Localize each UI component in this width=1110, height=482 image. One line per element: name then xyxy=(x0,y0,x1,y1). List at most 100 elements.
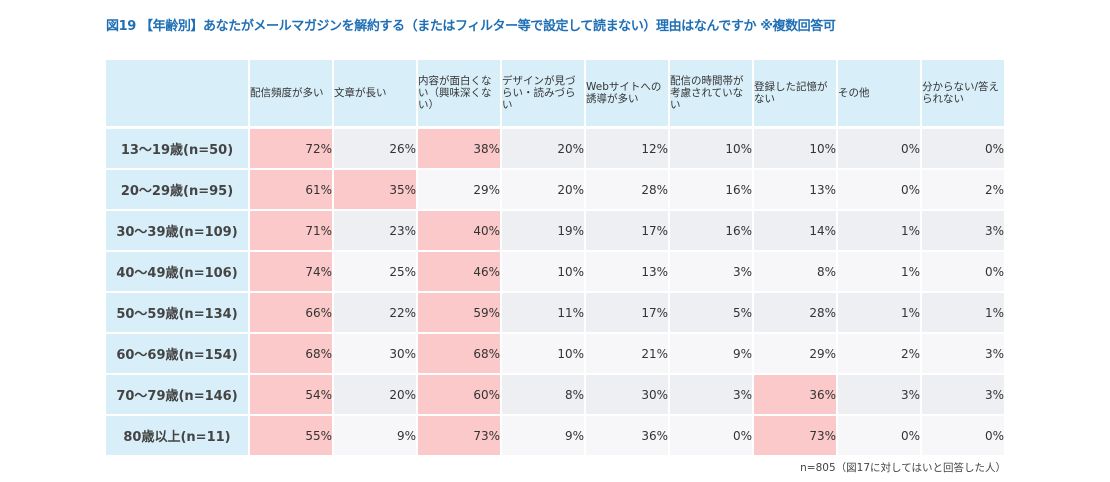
value-cell: 2% xyxy=(837,333,922,375)
value-cell: 13% xyxy=(753,169,838,211)
row-label: 80歳以上(n=11) xyxy=(106,415,250,457)
row-label: 50～59歳(n=134) xyxy=(106,292,250,334)
value-cell: 3% xyxy=(921,333,1006,375)
value-cell: 72% xyxy=(249,127,334,170)
value-cell: 36% xyxy=(585,415,670,457)
value-cell: 3% xyxy=(921,374,1006,416)
value-cell: 68% xyxy=(417,333,502,375)
value-cell: 0% xyxy=(921,127,1006,170)
sample-note: n=805（図17に対してはいと回答した人） xyxy=(800,462,1006,474)
value-cell: 55% xyxy=(249,415,334,457)
value-cell: 0% xyxy=(669,415,754,457)
column-header: Webサイトへの誘導が多い xyxy=(585,60,670,129)
row-label: 40～49歳(n=106) xyxy=(106,251,250,293)
value-cell: 66% xyxy=(249,292,334,334)
table-body: 13～19歳(n=50) 72% 26% 38% 20% 12% 10% 10% 0% 0% 20～… xyxy=(106,127,1006,457)
value-cell: 59% xyxy=(417,292,502,334)
table-row: 30～39歳(n=109) 71% 23% 40% 19% 17% 16% 14% 1% 3% xyxy=(106,210,1006,252)
table-row: 70～79歳(n=146) 54% 20% 60% 8% 30% 3% 36% 3% 3% xyxy=(106,374,1006,416)
value-cell: 10% xyxy=(501,251,586,293)
value-cell: 25% xyxy=(333,251,418,293)
value-cell: 35% xyxy=(333,169,418,211)
row-label: 13～19歳(n=50) xyxy=(106,127,250,170)
value-cell: 29% xyxy=(417,169,502,211)
table-row: 50～59歳(n=134) 66% 22% 59% 11% 17% 5% 28% 1% 1% xyxy=(106,292,1006,334)
value-cell: 23% xyxy=(333,210,418,252)
value-cell: 1% xyxy=(837,292,922,334)
value-cell: 73% xyxy=(417,415,502,457)
column-header: 文章が長い xyxy=(333,60,418,129)
value-cell: 13% xyxy=(585,251,670,293)
value-cell: 60% xyxy=(417,374,502,416)
value-cell: 16% xyxy=(669,169,754,211)
value-cell: 9% xyxy=(669,333,754,375)
row-label: 60～69歳(n=154) xyxy=(106,333,250,375)
value-cell: 54% xyxy=(249,374,334,416)
value-cell: 73% xyxy=(753,415,838,457)
value-cell: 10% xyxy=(753,127,838,170)
value-cell: 17% xyxy=(585,210,670,252)
column-header: 配信の時間帯が考慮されていない xyxy=(669,60,754,129)
row-label: 20～29歳(n=95) xyxy=(106,169,250,211)
value-cell: 28% xyxy=(753,292,838,334)
column-header: デザインが見づらい・読みづらい xyxy=(501,60,586,129)
row-label: 30～39歳(n=109) xyxy=(106,210,250,252)
value-cell: 14% xyxy=(753,210,838,252)
value-cell: 21% xyxy=(585,333,670,375)
value-cell: 74% xyxy=(249,251,334,293)
value-cell: 10% xyxy=(501,333,586,375)
value-cell: 30% xyxy=(585,374,670,416)
table-row: 40～49歳(n=106) 74% 25% 46% 10% 13% 3% 8% 1% 0% xyxy=(106,251,1006,293)
value-cell: 28% xyxy=(585,169,670,211)
value-cell: 16% xyxy=(669,210,754,252)
value-cell: 3% xyxy=(837,374,922,416)
value-cell: 29% xyxy=(753,333,838,375)
value-cell: 0% xyxy=(837,415,922,457)
value-cell: 0% xyxy=(837,169,922,211)
table-row: 80歳以上(n=11) 55% 9% 73% 9% 36% 0% 73% 0% 0% xyxy=(106,415,1006,457)
column-header: 内容が面白くない（興味深くない） xyxy=(417,60,502,129)
data-table: 配信頻度が多い 文章が長い 内容が面白くない（興味深くない） デザインが見づらい・読み… xyxy=(106,60,1006,457)
value-cell: 5% xyxy=(669,292,754,334)
value-cell: 12% xyxy=(585,127,670,170)
row-label: 70～79歳(n=146) xyxy=(106,374,250,416)
value-cell: 38% xyxy=(417,127,502,170)
value-cell: 0% xyxy=(921,415,1006,457)
value-cell: 17% xyxy=(585,292,670,334)
value-cell: 0% xyxy=(921,251,1006,293)
value-cell: 20% xyxy=(501,127,586,170)
value-cell: 68% xyxy=(249,333,334,375)
value-cell: 40% xyxy=(417,210,502,252)
value-cell: 3% xyxy=(921,210,1006,252)
value-cell: 36% xyxy=(753,374,838,416)
table-row: 20～29歳(n=95) 61% 35% 29% 20% 28% 16% 13% 0% 2% xyxy=(106,169,1006,211)
column-header: 分からない/答えられない xyxy=(921,60,1006,129)
table-row: 60～69歳(n=154) 68% 30% 68% 10% 21% 9% 29% 2% 3% xyxy=(106,333,1006,375)
value-cell: 26% xyxy=(333,127,418,170)
value-cell: 8% xyxy=(753,251,838,293)
value-cell: 20% xyxy=(333,374,418,416)
value-cell: 0% xyxy=(837,127,922,170)
value-cell: 71% xyxy=(249,210,334,252)
value-cell: 61% xyxy=(249,169,334,211)
column-header: 登録した記憶がない xyxy=(753,60,838,129)
value-cell: 2% xyxy=(921,169,1006,211)
value-cell: 9% xyxy=(333,415,418,457)
value-cell: 22% xyxy=(333,292,418,334)
value-cell: 8% xyxy=(501,374,586,416)
value-cell: 9% xyxy=(501,415,586,457)
value-cell: 3% xyxy=(669,374,754,416)
value-cell: 3% xyxy=(669,251,754,293)
header-row: 配信頻度が多い 文章が長い 内容が面白くない（興味深くない） デザインが見づらい・読み… xyxy=(106,60,1006,129)
value-cell: 11% xyxy=(501,292,586,334)
corner-cell xyxy=(106,60,250,129)
value-cell: 46% xyxy=(417,251,502,293)
chart-title: 図19 【年齢別】あなたがメールマガジンを解約する（またはフィルター等で設定して… xyxy=(106,19,836,34)
value-cell: 1% xyxy=(837,251,922,293)
column-header: 配信頻度が多い xyxy=(249,60,334,129)
column-header: その他 xyxy=(837,60,922,129)
value-cell: 1% xyxy=(837,210,922,252)
value-cell: 30% xyxy=(333,333,418,375)
table-row: 13～19歳(n=50) 72% 26% 38% 20% 12% 10% 10% 0% 0% xyxy=(106,127,1006,170)
value-cell: 1% xyxy=(921,292,1006,334)
